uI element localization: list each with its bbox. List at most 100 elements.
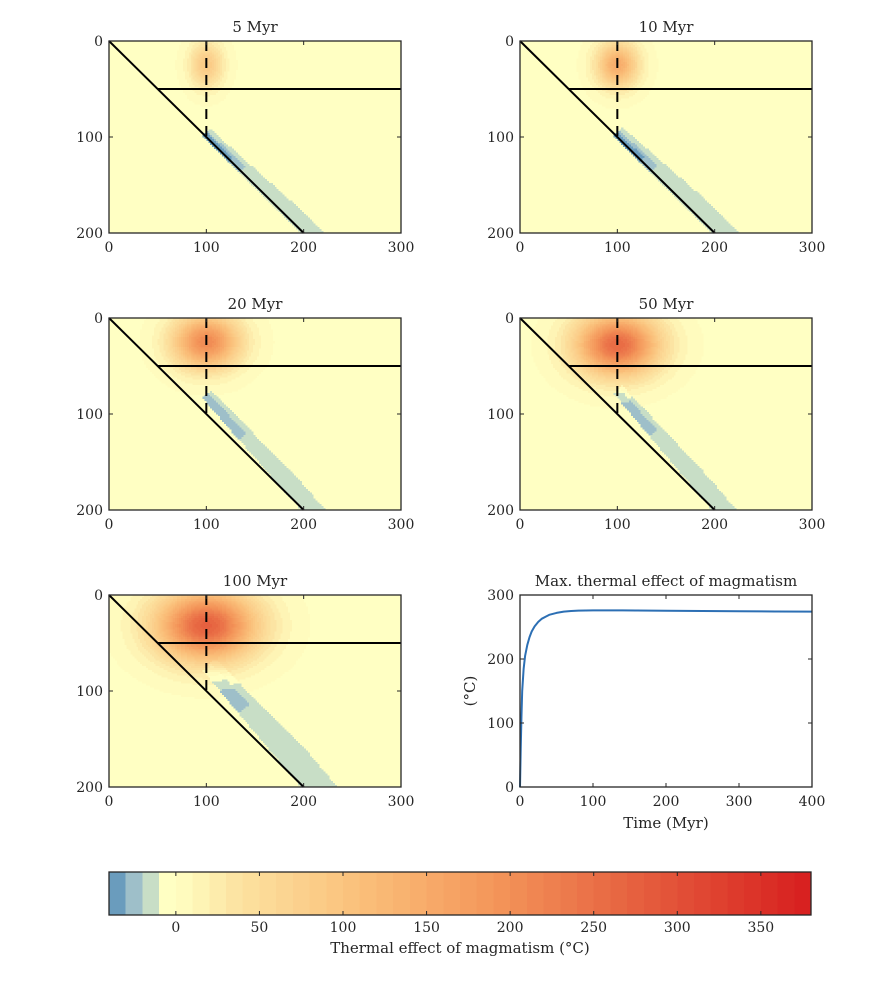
field-cell — [221, 73, 225, 76]
field-cell — [293, 213, 297, 217]
field-cell — [219, 360, 223, 363]
field-cell — [200, 341, 203, 344]
field-cell — [625, 48, 628, 51]
field-cell — [216, 323, 219, 326]
field-cell — [200, 373, 203, 376]
field-cell — [239, 165, 242, 169]
field-cell — [611, 58, 614, 61]
field-cell — [592, 67, 595, 71]
field-cell — [291, 215, 295, 218]
field-cell — [625, 81, 628, 84]
field-cell — [206, 46, 209, 49]
field-cell — [190, 379, 194, 382]
field-cell — [212, 64, 215, 67]
field-cell — [216, 389, 219, 392]
field-cell — [231, 56, 234, 59]
field-cell — [200, 325, 203, 328]
field-cell — [627, 79, 630, 82]
field-cell — [286, 211, 289, 215]
field-cell — [208, 135, 211, 138]
field-cell — [603, 83, 606, 86]
field-cell — [673, 188, 677, 192]
field-cell — [202, 389, 205, 392]
field-cell — [198, 392, 201, 396]
field-cell — [208, 102, 211, 105]
field-cell — [632, 83, 636, 86]
field-cell — [697, 204, 700, 207]
field-cell — [595, 50, 599, 53]
field-cell — [595, 75, 599, 78]
field-cell — [196, 41, 199, 44]
field-cell — [216, 321, 219, 325]
field-cell — [190, 60, 194, 63]
field-cell — [214, 341, 217, 344]
field-cell — [227, 90, 230, 94]
field-cell — [664, 179, 667, 182]
field-cell — [732, 231, 735, 234]
field-cell — [198, 100, 201, 103]
field-cell — [175, 373, 178, 376]
field-cell — [200, 58, 203, 61]
field-cell — [179, 344, 182, 348]
field-cell — [216, 89, 219, 92]
field-cell — [667, 179, 671, 182]
field-cell — [654, 160, 657, 163]
field-cell — [153, 354, 157, 357]
field-cell — [695, 209, 698, 213]
field-cell — [636, 148, 640, 151]
field-cell — [636, 41, 640, 44]
field-cell — [196, 90, 199, 94]
field-cell — [584, 62, 587, 65]
field-cell — [196, 390, 199, 394]
field-cell — [204, 383, 207, 386]
field-cell — [216, 375, 219, 378]
field-cell — [634, 90, 638, 94]
field-cell — [155, 325, 158, 328]
field-cell — [673, 194, 677, 197]
field-cell — [173, 360, 176, 363]
field-cell — [214, 329, 217, 332]
field-cell — [145, 341, 149, 344]
field-cell — [288, 219, 291, 222]
field-cell — [190, 342, 194, 346]
field-cell — [219, 60, 223, 63]
field-cell — [666, 175, 669, 178]
field-cell — [249, 181, 252, 184]
field-cell — [225, 85, 229, 88]
field-cell — [617, 81, 620, 84]
field-cell — [658, 173, 661, 176]
field-cell — [691, 200, 694, 203]
field-cell — [726, 229, 729, 232]
field-cell — [648, 42, 651, 46]
field-cell — [221, 335, 225, 338]
field-cell — [142, 342, 145, 346]
field-cell — [629, 135, 632, 138]
field-cell — [603, 71, 606, 74]
field-cell — [210, 90, 213, 94]
field-cell — [192, 342, 195, 346]
field-cell — [724, 231, 727, 234]
field-cell — [221, 69, 225, 73]
field-cell — [186, 50, 190, 53]
field-cell — [186, 381, 190, 384]
field-cell — [681, 192, 684, 195]
field-cell — [206, 360, 209, 363]
field-cell — [621, 69, 624, 73]
field-cell — [212, 385, 215, 388]
field-cell — [611, 64, 614, 67]
field-cell — [621, 90, 624, 94]
field-cell — [225, 54, 229, 57]
field-cell — [642, 50, 645, 53]
field-cell — [221, 369, 225, 373]
field-cell — [200, 42, 203, 46]
field-cell — [638, 98, 641, 101]
field-cell — [218, 412, 221, 415]
field-cell — [601, 46, 605, 49]
field-cell — [212, 50, 215, 53]
field-cell — [607, 42, 610, 46]
field-cell — [693, 213, 696, 217]
field-cell — [617, 44, 620, 48]
field-cell — [155, 358, 158, 361]
field-cell — [683, 196, 686, 199]
field-cell — [630, 65, 634, 69]
